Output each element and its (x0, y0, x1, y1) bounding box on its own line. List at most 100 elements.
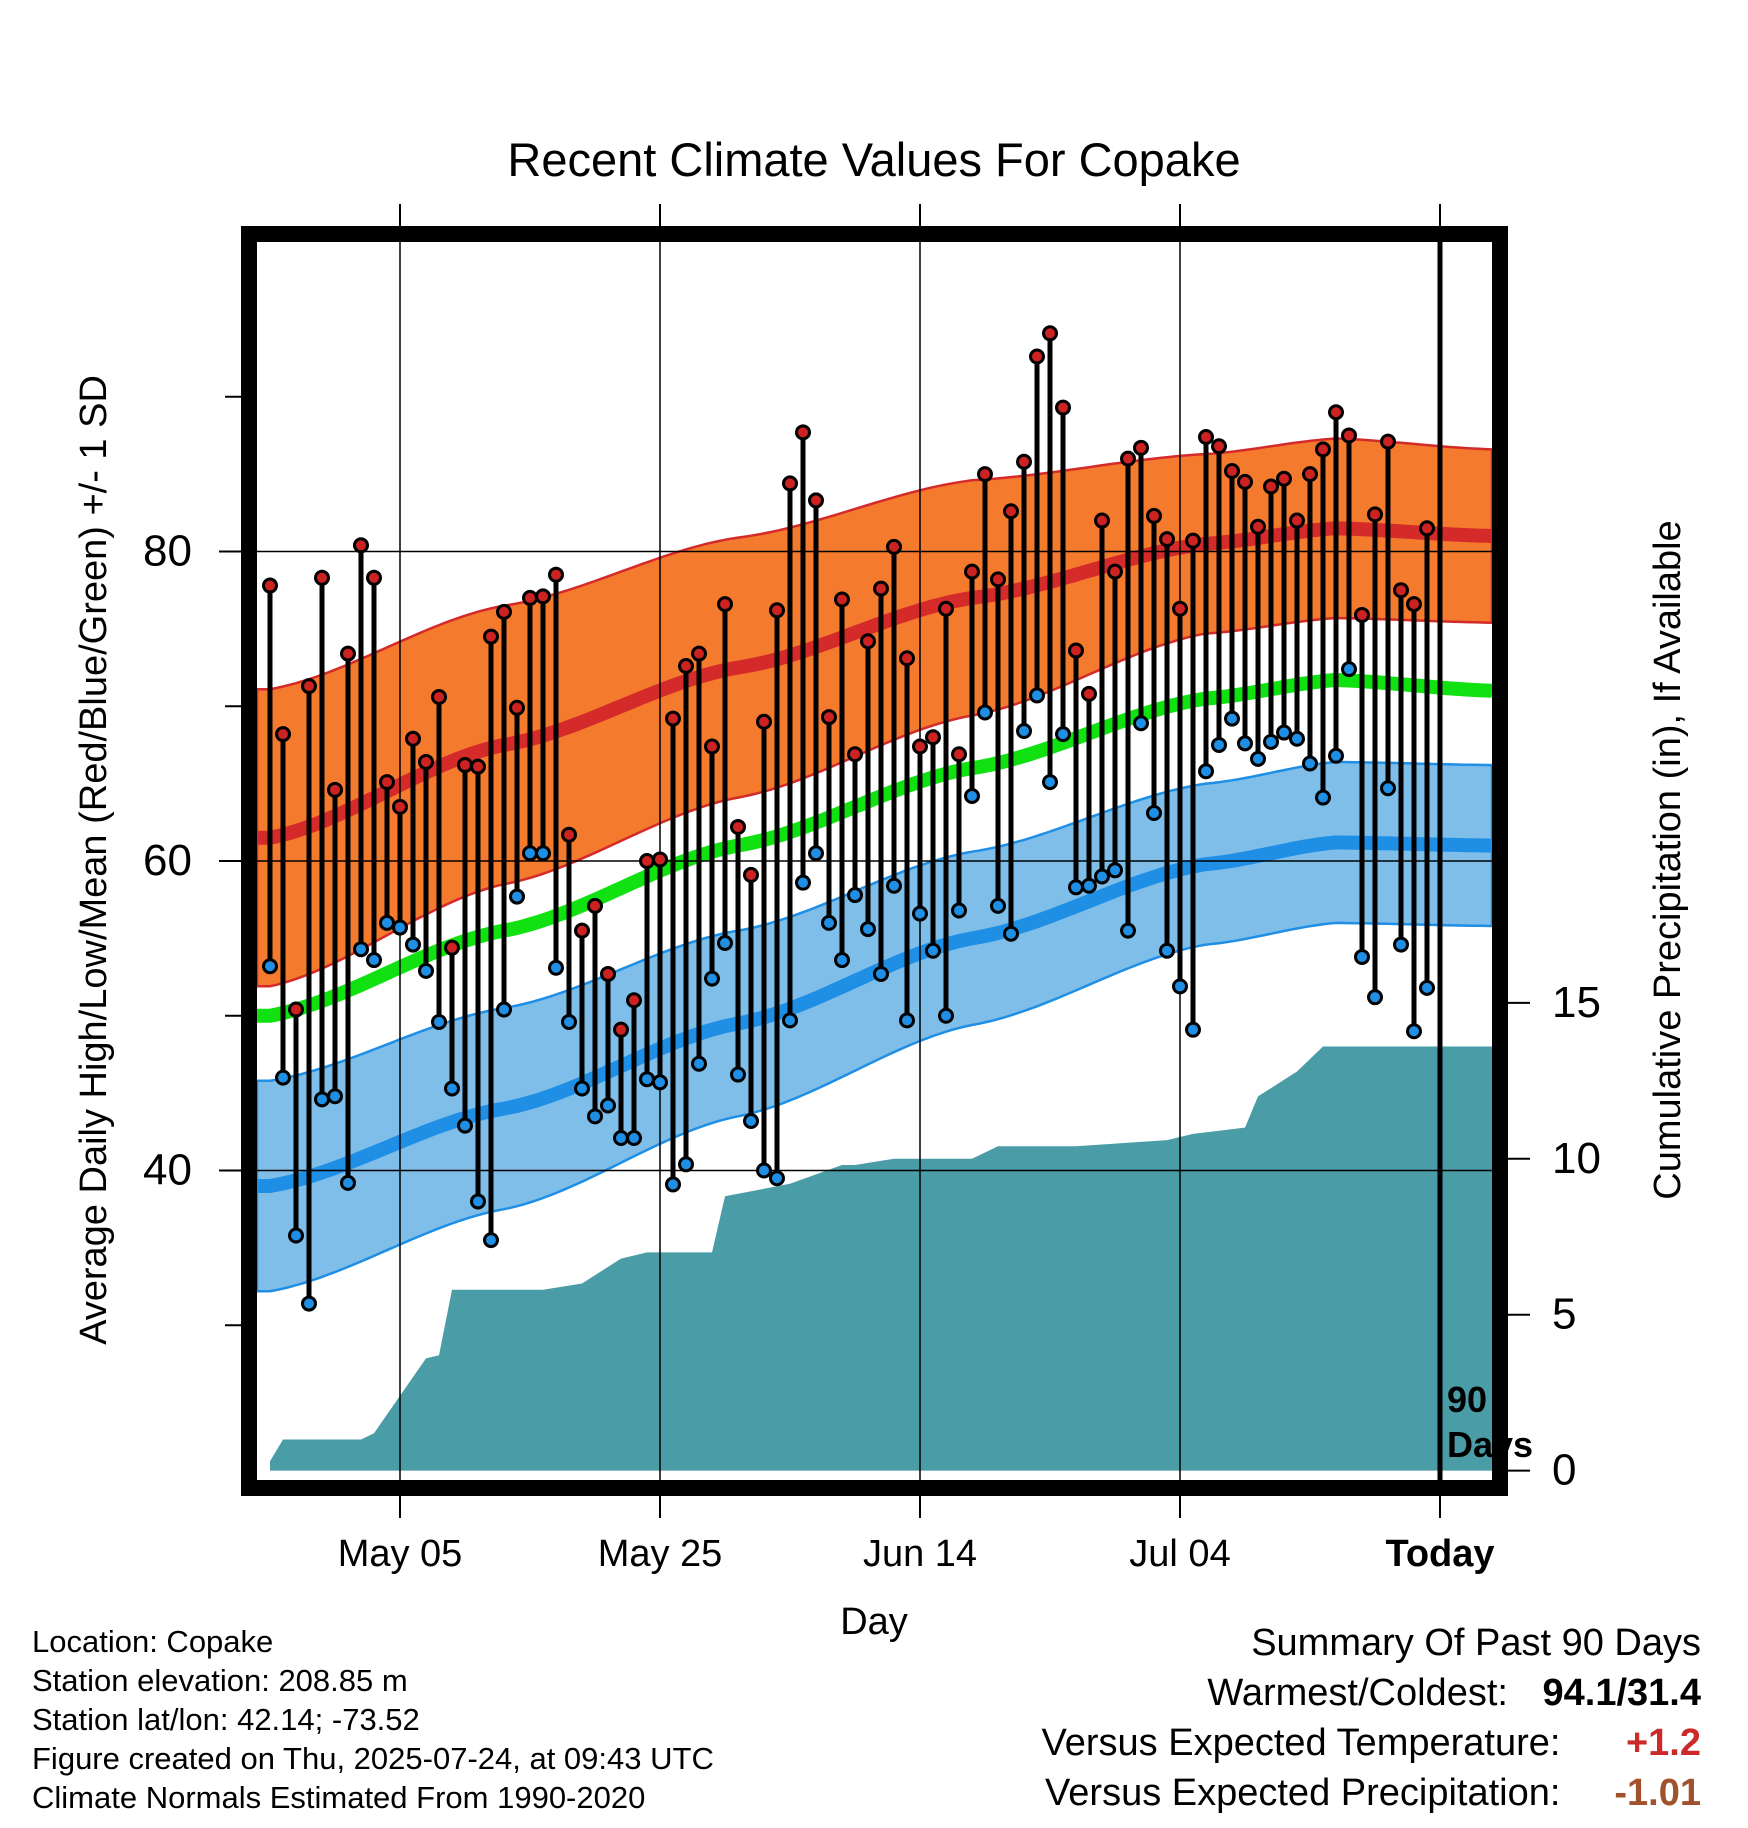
low-point (1276, 724, 1292, 741)
high-point (808, 492, 824, 509)
high-point (873, 580, 889, 597)
low-point (379, 914, 395, 931)
low-point (821, 914, 837, 931)
low-point (483, 1232, 499, 1249)
summary-precipitation: Versus Expected Precipitation: -1.01 (1045, 1772, 1701, 1815)
y-tick-label-left: 40 (143, 1146, 192, 1195)
low-point (795, 874, 811, 891)
low-point (1094, 868, 1110, 885)
low-point (730, 1066, 746, 1083)
high-point (1107, 563, 1123, 580)
y-axis-label-right: Cumulative Precipitation (in), If Availa… (1647, 520, 1689, 1199)
high-point (1289, 512, 1305, 529)
high-point (886, 538, 902, 555)
daily-points (262, 325, 1435, 1312)
high-point (470, 758, 486, 775)
high-point (769, 602, 785, 619)
high-point (314, 569, 330, 586)
low-point (873, 965, 889, 982)
today-marker-label: Days (1447, 1424, 1533, 1465)
low-point (1055, 726, 1071, 743)
info-elevation: Station elevation: 208.85 m (32, 1663, 408, 1698)
high-point (691, 645, 707, 662)
high-point (821, 709, 837, 726)
high-point (509, 699, 525, 716)
low-point (613, 1130, 629, 1147)
info-normals: Climate Normals Estimated From 1990-2020 (32, 1780, 646, 1815)
low-point (1224, 710, 1240, 727)
low-point (1172, 978, 1188, 995)
y-tick-label-right: 10 (1552, 1134, 1601, 1183)
low-point (444, 1080, 460, 1097)
low-point (1159, 942, 1175, 959)
precipitation-area (270, 1046, 1492, 1471)
high-point (730, 818, 746, 835)
low-point (509, 888, 525, 905)
high-point (1380, 433, 1396, 450)
low-point (1133, 715, 1149, 732)
high-point (548, 566, 564, 583)
low-point (1042, 774, 1058, 791)
high-point (652, 851, 668, 868)
low-point (977, 704, 993, 721)
y-tick-label-right: 15 (1552, 978, 1601, 1027)
high-point (1133, 439, 1149, 456)
summary-heading: Summary Of Past 90 Days (1251, 1622, 1701, 1664)
frame-border (241, 226, 1508, 1496)
low-point (1211, 736, 1227, 753)
y-axis-label-left: Average Daily High/Low/Mean (Red/Blue/Gr… (73, 375, 115, 1345)
high-point (1042, 325, 1058, 342)
high-point (1081, 685, 1097, 702)
high-point (457, 757, 473, 774)
high-point (1120, 450, 1136, 467)
low-point (1289, 730, 1305, 747)
low-point (327, 1088, 343, 1105)
high-point (1172, 600, 1188, 617)
high-point (1354, 606, 1370, 623)
high-point (1328, 404, 1344, 421)
low-point (834, 952, 850, 969)
low-point (470, 1193, 486, 1210)
low-point (405, 936, 421, 953)
y-tick-label-left: 60 (143, 836, 192, 885)
high-point (1302, 466, 1318, 483)
low-point (561, 1013, 577, 1030)
low-point (743, 1112, 759, 1129)
low-point (288, 1227, 304, 1244)
low-point (691, 1055, 707, 1072)
chart-title: Recent Climate Values For Copake (507, 133, 1240, 186)
info-location: Location: Copake (32, 1624, 274, 1659)
low-point (496, 1001, 512, 1018)
low-point (457, 1117, 473, 1134)
high-point (1159, 531, 1175, 548)
high-point (782, 475, 798, 492)
high-point (418, 753, 434, 770)
high-point (899, 650, 915, 667)
low-point (1198, 763, 1214, 780)
low-point (1354, 948, 1370, 965)
high-point (717, 596, 733, 613)
high-point (1211, 438, 1227, 455)
low-point (860, 921, 876, 938)
low-point (314, 1091, 330, 1108)
low-point (301, 1295, 317, 1312)
high-point (1237, 473, 1253, 490)
high-point (756, 713, 772, 730)
high-point (1406, 596, 1422, 613)
high-point (1146, 507, 1162, 524)
low-point (1081, 877, 1097, 894)
low-point (899, 1012, 915, 1029)
high-point (1016, 453, 1032, 470)
warmest-coldest-value: 94.1/31.4 (1542, 1672, 1701, 1714)
low-point (1393, 936, 1409, 953)
low-point (548, 959, 564, 976)
high-point (262, 577, 278, 594)
low-point (1328, 747, 1344, 764)
high-point (834, 591, 850, 608)
high-point (639, 853, 655, 869)
low-point (951, 902, 967, 919)
high-point (1315, 441, 1331, 458)
low-point (1341, 661, 1357, 678)
low-point (340, 1174, 356, 1191)
